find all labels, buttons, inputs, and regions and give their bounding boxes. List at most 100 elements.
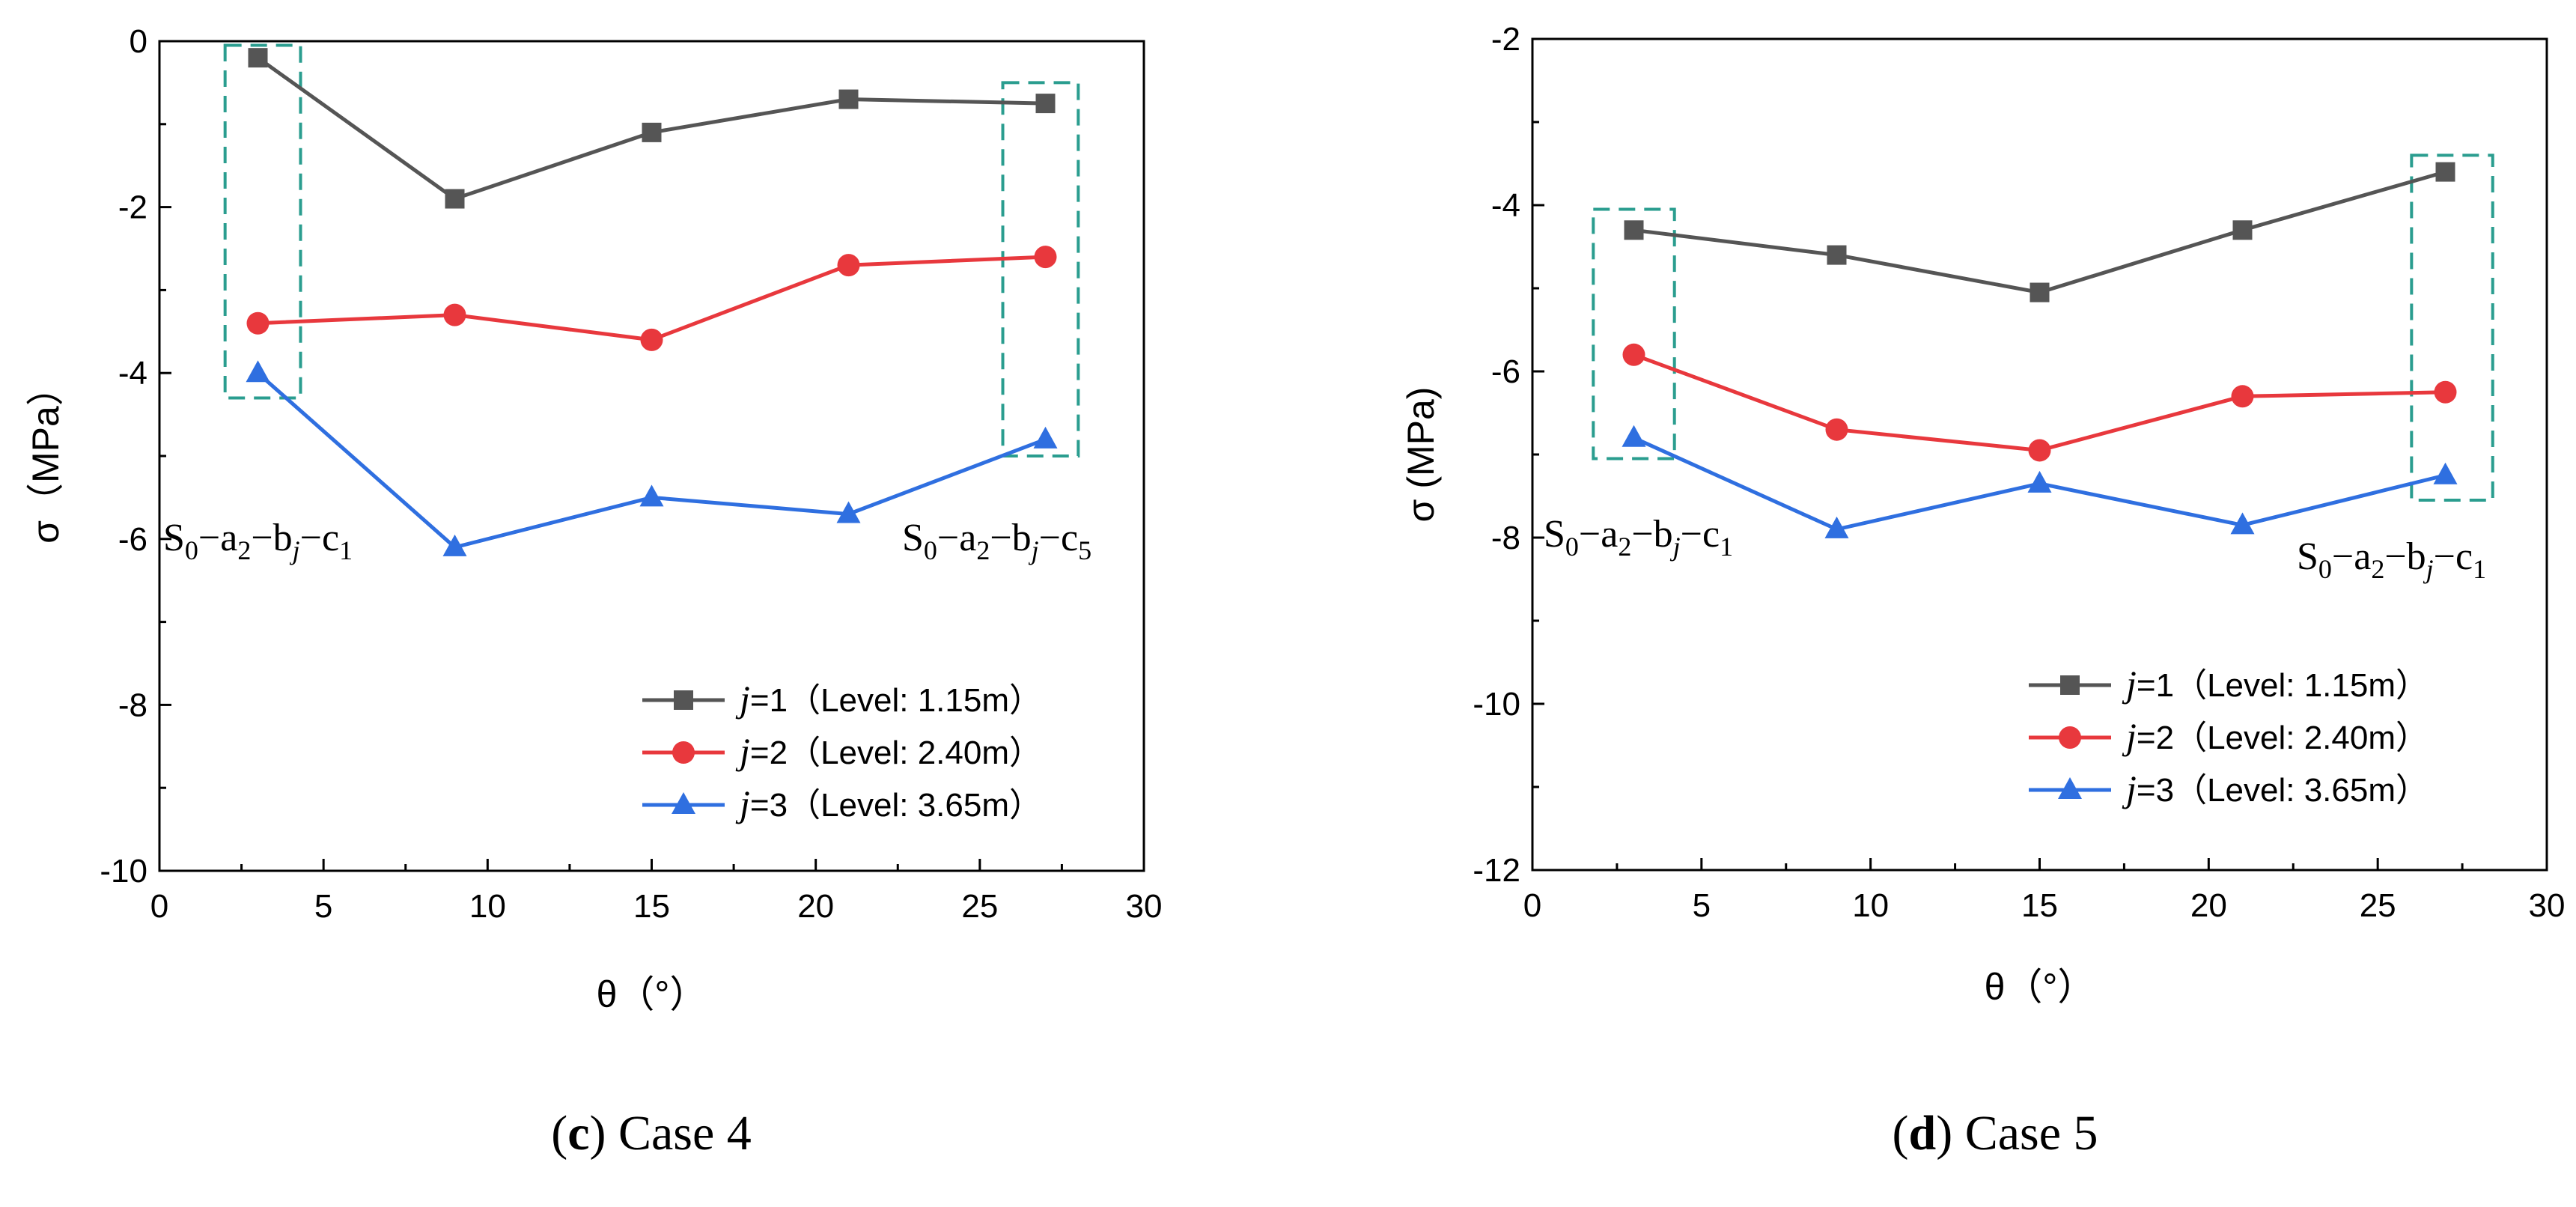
highlight-box [1001, 81, 1080, 458]
annotation-part-sub4: 1 [2473, 554, 2486, 584]
data-point [2231, 385, 2254, 408]
annotation-part-sub3: j [290, 535, 300, 565]
data-point [642, 122, 662, 142]
y-tick-label: -8 [118, 687, 147, 723]
y-axis-title: σ (MPa) [1400, 387, 1442, 523]
data-point [2230, 512, 2255, 535]
y-tick-label: -2 [1491, 21, 1520, 58]
legend-variable: j [735, 678, 750, 720]
annotation-part-mid1: −a [198, 517, 237, 559]
annotation-part-mid2: −b [2384, 535, 2426, 578]
annotation-part-mid2: −b [1631, 513, 1672, 556]
case-annotation-label: S0−a2−bj−c1 [2297, 535, 2486, 584]
caption-paren: ) [590, 1106, 606, 1161]
data-point [640, 328, 663, 351]
y-tick-label: -6 [1491, 353, 1520, 390]
panel-caption: (d) Case 5 [1893, 1106, 2098, 1161]
data-point [246, 311, 270, 335]
series-line [256, 371, 1047, 550]
annotation-part-sub4: 1 [1720, 532, 1733, 562]
x-tick-label: 0 [1523, 887, 1541, 924]
data-point [248, 48, 268, 68]
legend-marker [674, 690, 693, 710]
data-point [2435, 162, 2455, 182]
annotation-part-base1: S [1544, 513, 1565, 556]
y-tick-label: -4 [118, 355, 147, 392]
data-point [1624, 220, 1644, 240]
panel-caption: (c) Case 4 [551, 1106, 752, 1161]
x-tick-label: 5 [314, 888, 332, 925]
chart-panel-d: 0 5 10 15 20 25 30-2-4-6-8-10-12θ（°）σ (MPa)S0−… [1400, 21, 2565, 1008]
legend-label: =2（Level: 2.40m） [2137, 720, 2429, 756]
annotation-part-sub3: j [2423, 554, 2434, 584]
highlight-box [1592, 207, 1676, 460]
x-tick-label: 25 [961, 888, 998, 925]
legend-marker [2058, 777, 2082, 799]
y-tick-label: -2 [118, 189, 147, 226]
series-line [1633, 353, 2446, 452]
x-tick-label: 15 [2021, 887, 2058, 924]
legend-variable: j [2122, 715, 2137, 757]
annotation-part-sub1: 0 [1565, 532, 1579, 562]
data-point [1034, 246, 1057, 269]
y-tick-label: -6 [118, 521, 147, 558]
annotation-part-mid3: −c [2434, 535, 2473, 578]
data-point [2030, 282, 2050, 302]
legend-label: =1（Level: 1.15m） [750, 682, 1042, 719]
y-axis-title: σ（MPa） [25, 368, 67, 544]
data-point [1035, 94, 1056, 114]
data-point [838, 89, 859, 109]
annotation-part-sub1: 0 [924, 535, 937, 565]
series-line [1633, 170, 2446, 295]
annotation-part-sub3: j [1029, 535, 1039, 565]
annotation-part-sub2: 2 [237, 535, 251, 565]
x-axis-title: θ（°） [1985, 966, 2095, 1008]
annotation-part-mid1: −a [1579, 513, 1618, 556]
caption-text: Case 4 [606, 1106, 751, 1161]
legend-entry: j=2（Level: 2.40m） [2122, 715, 2429, 757]
legend-label: =1（Level: 1.15m） [2137, 667, 2429, 704]
data-point [1622, 343, 1645, 366]
legend-variable: j [2122, 767, 2137, 809]
chart-panel-c: 0 5 10 15 20 25 300-2-4-6-8-10θ（°）σ（MPa） S0−a2−… [25, 23, 1162, 1015]
caption-paren: ( [1893, 1106, 1909, 1161]
data-point [442, 534, 467, 556]
legend-entry: j=2（Level: 2.40m） [735, 730, 1042, 772]
x-tick-label: 25 [2360, 887, 2396, 924]
y-tick-label: -8 [1491, 520, 1520, 556]
legend-label: =3（Level: 3.65m） [750, 787, 1042, 824]
legend-marker [672, 792, 695, 814]
data-point [2433, 462, 2458, 484]
legend-label: =3（Level: 3.65m） [2137, 772, 2429, 809]
data-point [639, 484, 664, 507]
case-annotation-label: S0−a2−bj−c5 [902, 517, 1091, 565]
data-point [2028, 439, 2051, 462]
annotation-part-sub2: 2 [2371, 554, 2384, 584]
x-tick-label: 30 [2529, 887, 2566, 924]
legend-marker [672, 741, 695, 764]
data-point [1622, 425, 1646, 447]
annotation-part-sub4: 5 [1078, 535, 1091, 565]
annotation-part-base1: S [2297, 535, 2318, 578]
x-tick-label: 5 [1693, 887, 1711, 924]
annotation-part-sub1: 0 [185, 535, 198, 565]
series-1 [248, 48, 1056, 209]
legend-marker [2059, 726, 2081, 749]
y-tick-label: 0 [130, 23, 147, 60]
legend: j=1（Level: 1.15m）j=2（Level: 2.40m）j=3（Le… [642, 678, 1042, 824]
data-point [1827, 245, 1847, 265]
legend-marker [2060, 675, 2080, 695]
series-3 [1622, 425, 2458, 538]
y-tick-label: -10 [1473, 686, 1520, 723]
x-tick-label: 10 [469, 888, 506, 925]
caption-letter: d [1908, 1106, 1936, 1161]
legend-entry: j=1（Level: 1.15m） [2122, 663, 2429, 705]
series-1 [1624, 162, 2455, 302]
legend-entry: j=3（Level: 3.65m） [2122, 767, 2429, 809]
highlight-box [223, 43, 302, 400]
annotation-part-mid1: −a [937, 517, 976, 559]
legend-variable: j [735, 782, 750, 824]
legend-label: =2（Level: 2.40m） [750, 735, 1042, 771]
x-tick-label: 20 [2190, 887, 2227, 924]
